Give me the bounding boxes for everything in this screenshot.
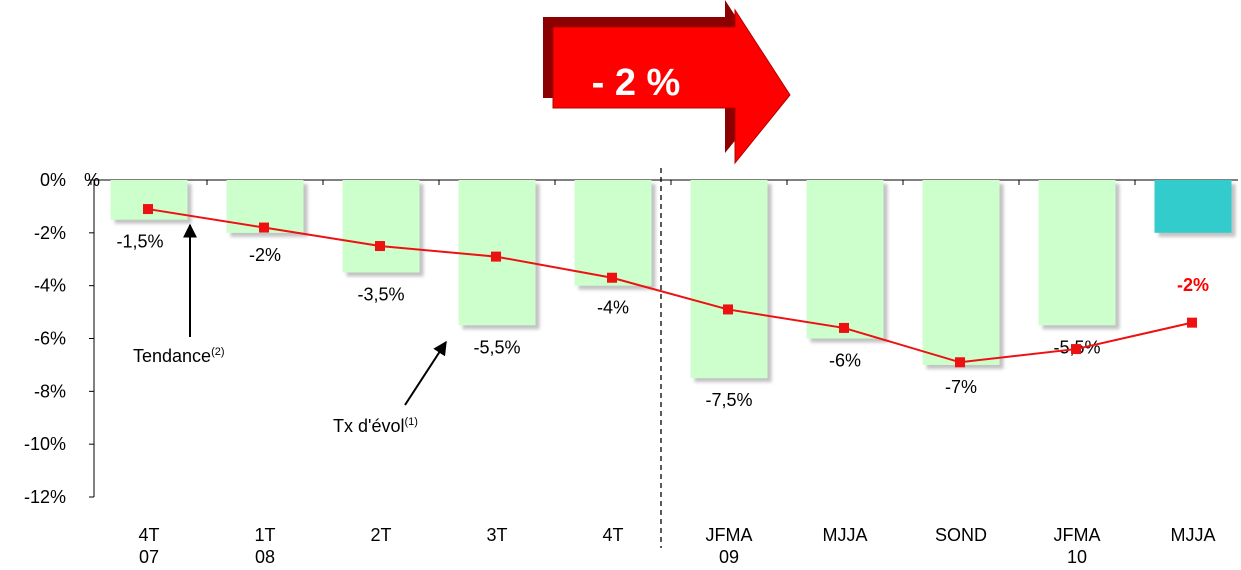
- x-tick-label: 2T: [370, 525, 391, 545]
- tendance-label: Tendance(2): [133, 346, 225, 366]
- trend-point: [259, 222, 269, 233]
- bars-layer: [110, 180, 1232, 379]
- trend-line: [147, 208, 1193, 364]
- x-tick-label: 07: [139, 547, 159, 567]
- y-tick-label: -6%: [34, 329, 66, 349]
- x-tick-label: MJJA: [823, 525, 868, 545]
- trend-point: [1071, 344, 1081, 355]
- bar-value-label: -6%: [829, 351, 861, 371]
- trend-point: [143, 204, 153, 215]
- x-tick-label: 4T: [138, 525, 159, 545]
- bar-value-label: -2%: [1177, 275, 1209, 295]
- x-tick-label: 4T: [602, 525, 623, 545]
- tendance-sup: (2): [211, 346, 224, 358]
- bar: [922, 180, 1000, 365]
- trend-point: [839, 322, 849, 333]
- bar-value-label: -7,5%: [705, 390, 752, 410]
- trend-point: [607, 272, 617, 283]
- callout-arrow: - 2 %: [543, 0, 791, 165]
- y-axis: 0% -2% -4% -6% -8% -10% -12%: [24, 170, 95, 507]
- bar: [1154, 180, 1232, 233]
- bar: [1038, 180, 1116, 326]
- y-unit-label: %: [84, 170, 100, 190]
- tx-evol-arrow: [404, 340, 447, 406]
- tx-evol-text: Tx d'évol: [333, 416, 404, 436]
- bar: [574, 180, 652, 286]
- y-tick-label: -2%: [34, 223, 66, 243]
- bar-value-label: -3,5%: [357, 284, 404, 304]
- x-tick-label: 09: [719, 547, 739, 567]
- tx-evol-sup: (1): [404, 416, 417, 428]
- x-tick-label: 3T: [486, 525, 507, 545]
- y-tick-label: -10%: [24, 434, 66, 454]
- bar-labels-layer: -1,5%-2%-3,5%-5,5%-4%-7,5%-6%-7%-5,5%-2%: [116, 232, 1209, 411]
- callout-label: - 2 %: [592, 62, 681, 104]
- y-tick-label: -12%: [24, 487, 66, 507]
- bar: [806, 180, 884, 339]
- x-tick-label: 1T: [254, 525, 275, 545]
- trend-point: [955, 357, 965, 368]
- tendance-text: Tendance: [133, 346, 211, 366]
- trend-line-layer: [143, 204, 1197, 368]
- x-tick-label: 10: [1067, 547, 1087, 567]
- bar-value-label: -5,5%: [473, 337, 520, 357]
- trend-point: [723, 304, 733, 315]
- bar-value-label: -7%: [945, 377, 977, 397]
- y-tick-label: -4%: [34, 276, 66, 296]
- trend-point: [491, 251, 501, 262]
- bar-value-label: -2%: [249, 245, 281, 265]
- bar-value-label: -1,5%: [116, 232, 163, 252]
- x-tick-label: 08: [255, 547, 275, 567]
- y-tick-label: -8%: [34, 381, 66, 401]
- y-tick-label: 0%: [40, 170, 66, 190]
- bar-value-label: -4%: [597, 298, 629, 318]
- trend-point: [375, 241, 385, 252]
- x-tick-label: JFMA: [1054, 525, 1101, 545]
- bar: [690, 180, 768, 379]
- trend-point: [1187, 317, 1197, 328]
- x-tick-label: SOND: [935, 525, 987, 545]
- x-tick-label: JFMA: [706, 525, 753, 545]
- x-tick-label: MJJA: [1171, 525, 1216, 545]
- annotation-tx-evol: Tx d'évol(1): [333, 340, 447, 436]
- bar: [342, 180, 420, 273]
- annotation-tendance: Tendance(2): [133, 223, 225, 366]
- tx-evol-label: Tx d'évol(1): [333, 416, 418, 436]
